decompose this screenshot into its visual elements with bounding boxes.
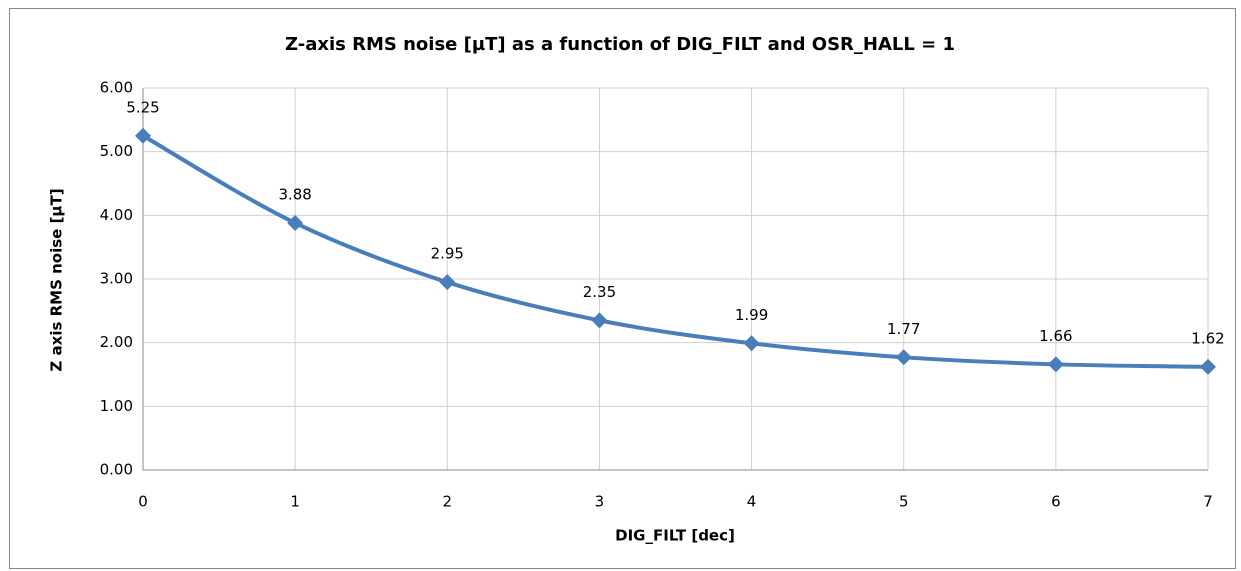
data-label: 2.95 [431,245,464,263]
data-label: 1.66 [1039,327,1072,345]
data-label: 1.77 [887,320,920,338]
y-tick-label: 0.00 [100,461,133,479]
chart-title: Z-axis RMS noise [µT] as a function of D… [285,34,955,55]
data-point [895,349,912,366]
data-point [439,274,456,291]
x-tick-label: 1 [290,493,300,511]
data-label: 5.25 [126,98,159,116]
x-tick-label: 3 [595,493,605,511]
data-label: 1.62 [1191,329,1224,347]
y-tick-label: 5.00 [100,142,133,160]
x-tick-label: 5 [899,493,909,511]
data-point [1200,358,1216,375]
data-point [135,127,151,144]
x-tick-label: 4 [747,493,757,511]
data-line [142,134,1209,369]
x-axis-label: DIG_FILT [dec] [615,527,735,545]
data-point [1047,356,1064,373]
y-tick-label: 4.00 [100,206,133,224]
y-tick-label: 6.00 [100,79,133,97]
y-tick-label: 3.00 [100,270,133,288]
chart-frame [9,8,1236,569]
y-tick-label: 2.00 [100,333,133,351]
data-label: 2.35 [583,283,616,301]
data-point [743,335,760,352]
data-label: 1.99 [735,306,768,324]
y-tick-label: 1.00 [100,397,133,415]
x-tick-label: 6 [1051,493,1061,511]
x-tick-label: 0 [138,493,148,511]
data-label: 3.88 [278,185,311,203]
data-point [591,312,608,329]
data-point [287,214,304,231]
x-tick-label: 7 [1203,493,1213,511]
x-tick-label: 2 [443,493,453,511]
y-axis-label: Z axis RMS noise [µT] [48,188,66,371]
